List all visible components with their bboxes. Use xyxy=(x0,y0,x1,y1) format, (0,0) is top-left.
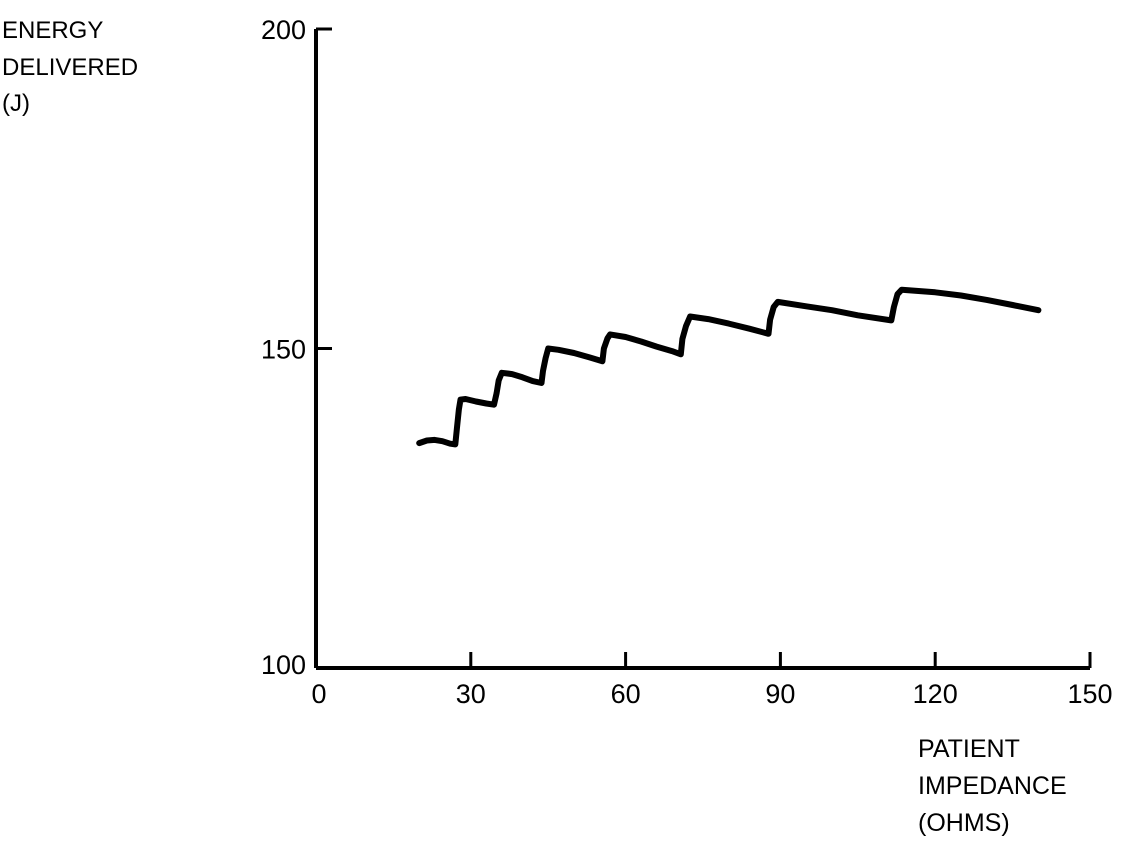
y-tick-label: 100 xyxy=(261,650,306,680)
x-tick-label: 60 xyxy=(611,679,641,709)
x-tick-label: 30 xyxy=(456,679,486,709)
x-tick-label: 90 xyxy=(765,679,795,709)
x-ticks: 0 30 60 90 120 150 xyxy=(311,652,1112,709)
y-axis-label-line-3: (J) xyxy=(2,90,30,117)
x-tick-label: 120 xyxy=(913,679,958,709)
x-axis-label-line-2: IMPEDANCE xyxy=(918,772,1067,800)
y-axis-label: ENERGY DELIVERED (J) xyxy=(2,17,138,117)
y-axis-label-line-1: ENERGY xyxy=(2,17,103,44)
y-ticks: 100 150 200 xyxy=(261,15,332,680)
x-tick-label: 0 xyxy=(311,679,326,709)
y-tick-label: 150 xyxy=(261,335,306,365)
y-tick-label: 200 xyxy=(261,15,306,45)
x-axis-label: PATIENT IMPEDANCE (OHMS) xyxy=(918,735,1067,837)
series-line-energy-delivered xyxy=(419,290,1038,445)
x-tick-label: 150 xyxy=(1067,679,1112,709)
x-axis-label-line-1: PATIENT xyxy=(918,735,1020,763)
x-axis-label-line-3: (OHMS) xyxy=(918,809,1010,837)
y-axis-label-line-2: DELIVERED xyxy=(2,54,138,81)
